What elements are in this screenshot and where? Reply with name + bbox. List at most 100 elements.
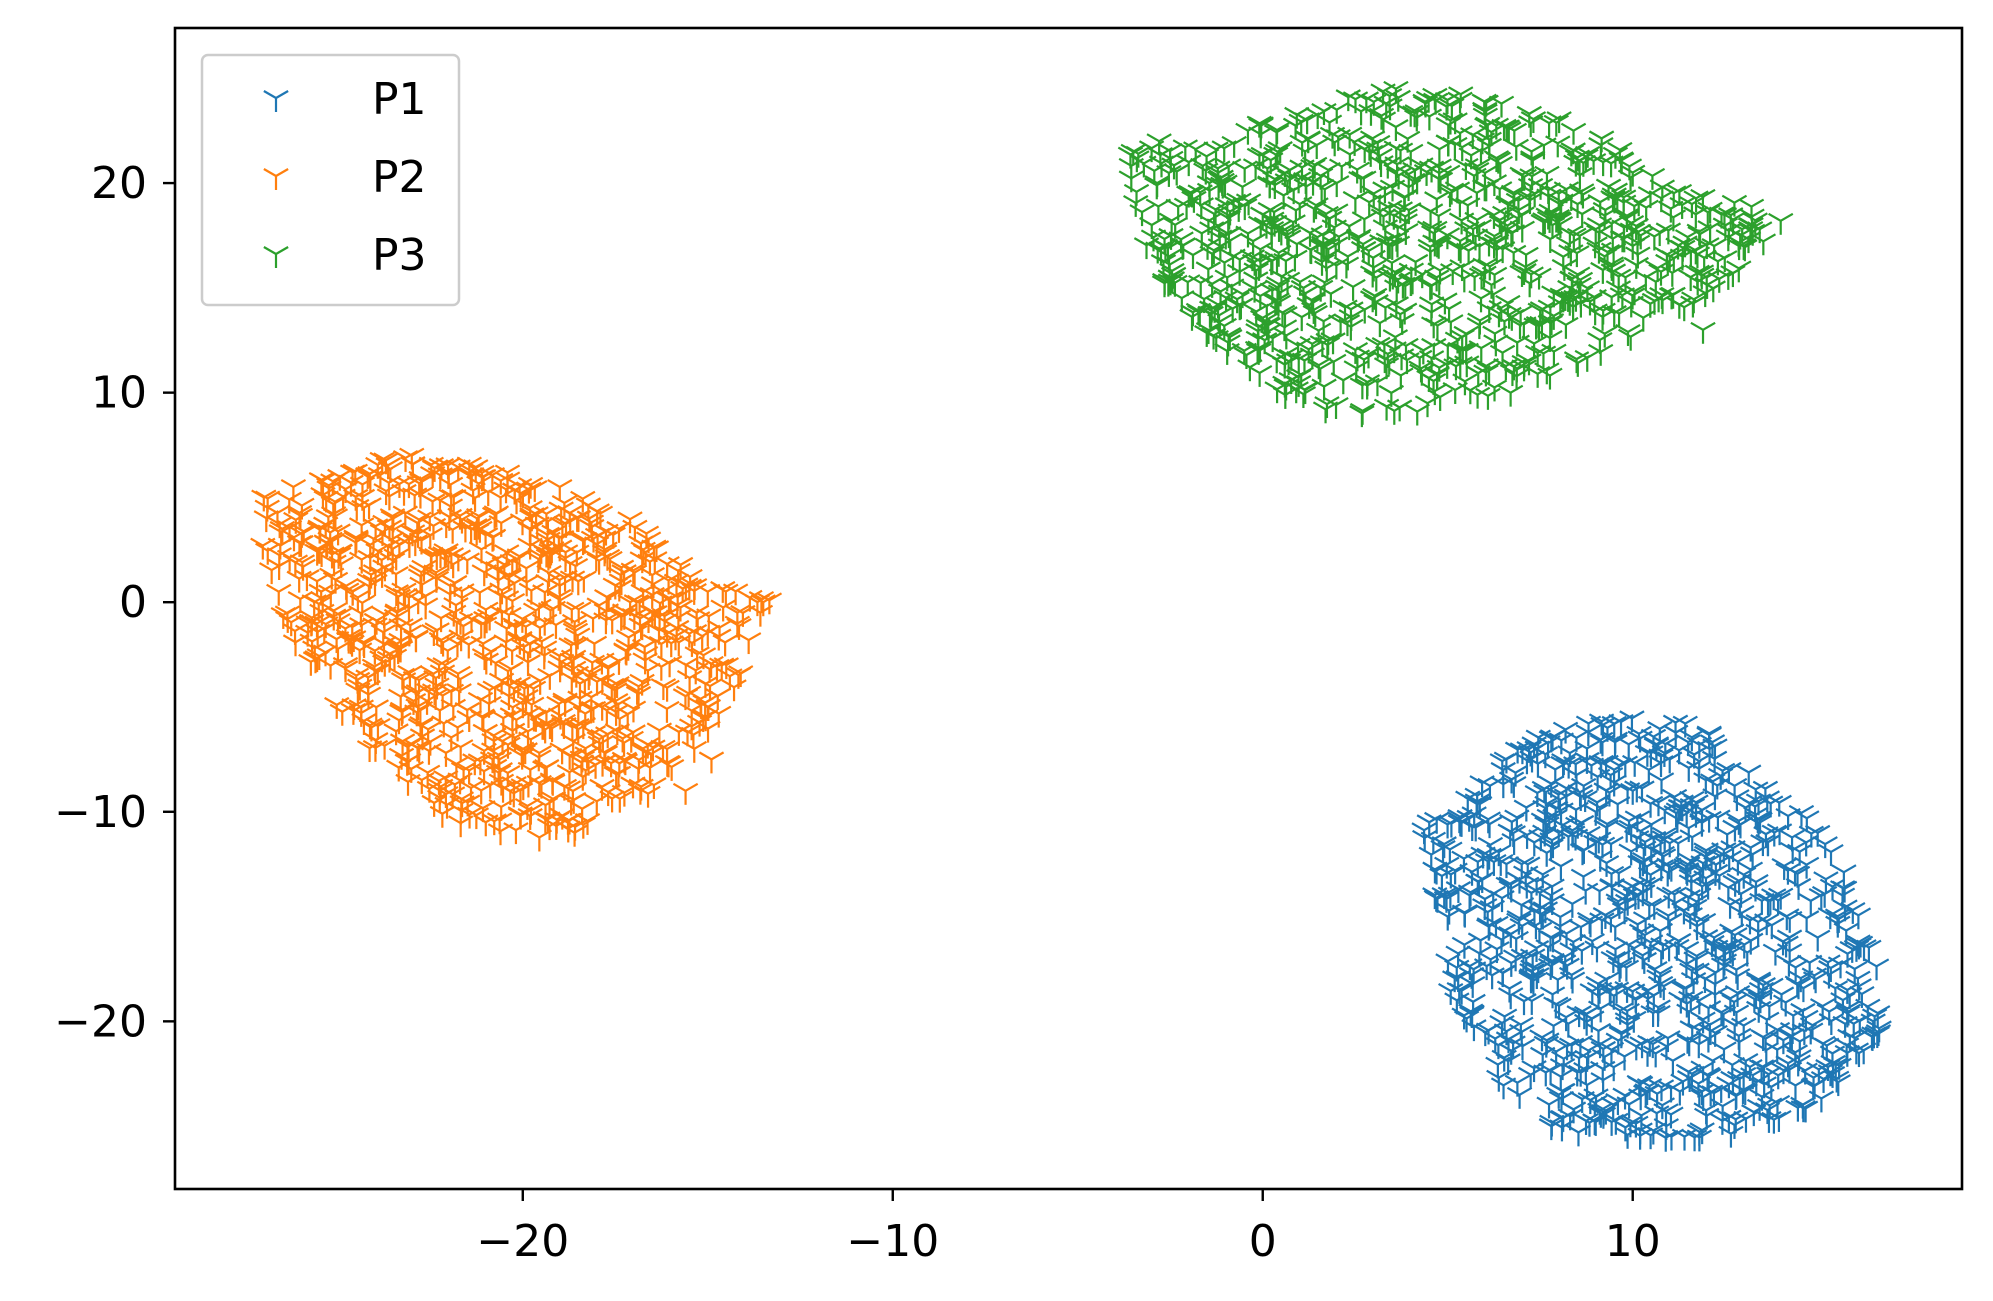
point-p1 <box>1718 1125 1744 1148</box>
point-p1 <box>1662 714 1689 737</box>
point-p1 <box>1513 799 1540 822</box>
point-p1 <box>1564 1064 1590 1087</box>
point-p1 <box>1703 856 1729 879</box>
point-p1 <box>1705 809 1731 832</box>
point-p1 <box>1484 941 1510 964</box>
point-p1 <box>1598 865 1625 888</box>
point-p1 <box>1577 915 1604 938</box>
point-p1 <box>1535 939 1561 962</box>
point-p1 <box>1782 959 1809 982</box>
point-p1 <box>1458 966 1485 989</box>
point-p1 <box>1460 975 1486 998</box>
point-p1 <box>1555 828 1582 851</box>
point-p1 <box>1779 1022 1806 1044</box>
series-p1 <box>1411 710 1892 1152</box>
point-p1 <box>1741 1104 1767 1127</box>
y-tick-label: 10 <box>91 368 147 419</box>
point-p1 <box>1761 888 1787 911</box>
point-p1 <box>1552 948 1578 971</box>
point-p1 <box>1794 810 1820 833</box>
point-p1 <box>1699 934 1725 957</box>
point-p1 <box>1589 734 1616 757</box>
point-p1 <box>1644 1105 1670 1128</box>
point-p1 <box>1584 768 1611 791</box>
point-p1 <box>1780 1007 1806 1030</box>
point-p1 <box>1757 892 1784 915</box>
point-p1 <box>1702 976 1728 999</box>
point-p1 <box>1613 959 1640 982</box>
point-p1 <box>1717 896 1743 919</box>
point-p1 <box>1475 811 1501 834</box>
point-p1 <box>1552 721 1579 744</box>
point-p1 <box>1790 1100 1816 1123</box>
point-p1 <box>1451 936 1478 959</box>
point-p1 <box>1679 962 1705 985</box>
point-p1 <box>1779 829 1805 852</box>
point-p1 <box>1603 981 1630 1004</box>
point-p1 <box>1511 993 1537 1016</box>
point-p1 <box>1635 990 1661 1013</box>
point-p1 <box>1614 1016 1641 1039</box>
point-p1 <box>1726 1027 1752 1050</box>
point-p1 <box>1521 1060 1547 1083</box>
point-p1 <box>1719 923 1745 946</box>
point-p1 <box>1725 853 1751 876</box>
point-p1 <box>1655 907 1681 930</box>
point-p1 <box>1818 1013 1845 1036</box>
point-p1 <box>1579 1010 1605 1033</box>
point-p1 <box>1644 1085 1670 1108</box>
point-p1 <box>1695 1030 1722 1053</box>
point-p1 <box>1451 850 1477 873</box>
point-p1 <box>1551 1050 1577 1073</box>
point-p1 <box>1745 923 1771 946</box>
point-p1 <box>1776 929 1803 952</box>
point-p1 <box>1590 1060 1616 1083</box>
point-p1 <box>1575 715 1602 738</box>
legend-label-p3: P3 <box>372 230 427 281</box>
point-p1 <box>1748 981 1775 1004</box>
point-p1 <box>1617 1115 1644 1138</box>
point-p1 <box>1689 813 1715 836</box>
point-p1 <box>1627 823 1654 846</box>
x-tick-label: −20 <box>476 1216 569 1267</box>
point-p1 <box>1543 996 1569 1019</box>
point-p1 <box>1537 957 1564 980</box>
point-p1 <box>1479 899 1506 922</box>
point-p1 <box>1519 992 1545 1015</box>
point-p1 <box>1745 815 1772 838</box>
point-p1 <box>1547 908 1573 931</box>
point-p1 <box>1841 1030 1868 1053</box>
point-p1 <box>1727 896 1753 919</box>
point-p1 <box>1711 1041 1737 1064</box>
point-p1 <box>1638 745 1664 768</box>
point-p1 <box>1843 939 1870 962</box>
point-p1 <box>1812 836 1838 859</box>
point-p1 <box>1577 1092 1603 1115</box>
point-p2 <box>280 478 307 501</box>
point-p1 <box>1721 993 1747 1016</box>
point-p1 <box>1695 877 1721 900</box>
point-p1 <box>1570 868 1597 891</box>
point-p1 <box>1831 880 1858 903</box>
point-p1 <box>1548 858 1574 881</box>
point-p1 <box>1824 908 1851 931</box>
point-p1 <box>1621 940 1647 963</box>
point-p1 <box>1571 841 1597 864</box>
point-p1 <box>1863 958 1890 981</box>
point-p1 <box>1534 816 1560 839</box>
point-p1 <box>1594 816 1620 839</box>
point-p1 <box>1527 900 1553 923</box>
point-p1 <box>1467 796 1493 819</box>
point-p1 <box>1683 947 1710 970</box>
point-p1 <box>1662 894 1689 917</box>
point-p1 <box>1498 1042 1524 1065</box>
point-p1 <box>1444 959 1470 982</box>
point-p1 <box>1509 917 1535 940</box>
point-p1 <box>1553 925 1580 948</box>
point-p1 <box>1525 755 1551 778</box>
point-p1 <box>1793 910 1820 933</box>
point-p1 <box>1790 980 1817 1003</box>
point-p1 <box>1649 845 1675 868</box>
point-p1 <box>1849 986 1875 1008</box>
point-p1 <box>1513 950 1539 973</box>
